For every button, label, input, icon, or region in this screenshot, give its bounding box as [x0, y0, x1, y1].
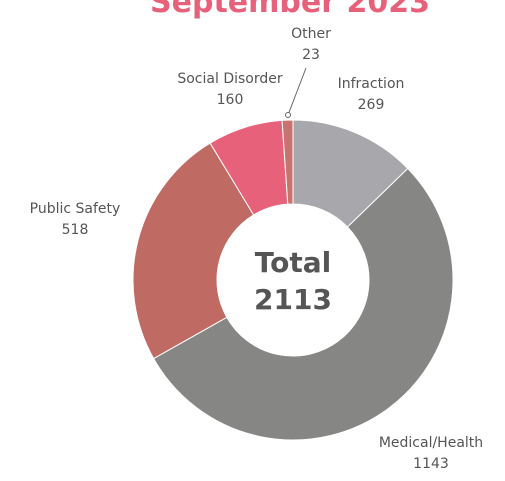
slice-label: Infraction	[338, 76, 405, 92]
slice-label: Public Safety	[30, 201, 121, 217]
leader-line	[287, 67, 307, 116]
leader-dot	[285, 112, 291, 118]
donut-slice	[132, 142, 255, 360]
slice-label: Social Disorder	[177, 71, 282, 87]
center-label: Total	[255, 246, 332, 279]
slice-value: 1143	[413, 456, 449, 472]
slice-value: 23	[302, 47, 320, 63]
donut-slice	[281, 119, 294, 205]
slice-label: Other	[291, 26, 331, 42]
chart-title: September 2023	[150, 0, 430, 20]
donut-slice	[152, 167, 454, 441]
slice-value: 160	[217, 92, 244, 108]
slice-value: 518	[62, 222, 89, 238]
slice-label: Medical/Health	[379, 435, 483, 451]
center-total: 2113	[254, 283, 332, 316]
slice-value: 269	[358, 97, 385, 113]
